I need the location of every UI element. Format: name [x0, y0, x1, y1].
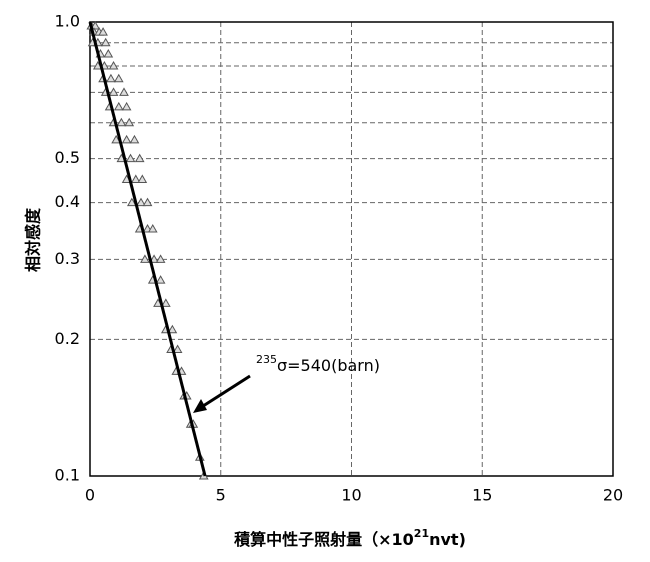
scatter-point	[147, 223, 158, 233]
scatter-point	[111, 134, 122, 144]
scatter-point	[100, 37, 111, 47]
y-tick-label: 0.3	[55, 249, 80, 268]
scatter-point	[106, 73, 116, 83]
scatter-point	[160, 298, 171, 307]
x-tick-label: 15	[472, 486, 492, 505]
scatter-point	[126, 197, 137, 207]
x-tick-label: 20	[603, 486, 623, 505]
x-tick-label: 10	[341, 486, 361, 505]
annotation: 235σ=540(barn)	[256, 353, 380, 375]
scatter-point	[116, 117, 127, 127]
annotation-sup: 235	[256, 353, 277, 366]
scatter-point	[121, 101, 132, 111]
scatter-point	[149, 254, 159, 263]
scatter-point	[125, 153, 136, 163]
scatter-point	[172, 344, 183, 353]
scatter-point	[142, 197, 153, 207]
scatter-point	[167, 324, 178, 334]
scatter-point	[121, 134, 132, 144]
plot: 0 5 10 15 20 0.1 0.2 0.3 0.4 0.5 1.0	[55, 12, 624, 505]
y-tick-label: 0.1	[55, 466, 80, 485]
scatter-point	[136, 197, 146, 207]
scatter-point	[113, 101, 124, 111]
scatter-point	[108, 87, 119, 96]
scatter-point	[119, 87, 129, 96]
arrow-head	[193, 399, 207, 413]
y-tick-label: 0.5	[55, 148, 80, 167]
scatter-point	[134, 153, 145, 163]
x-tick-label: 5	[216, 486, 226, 505]
y-tick-label: 1.0	[55, 12, 80, 31]
scatter-point	[155, 275, 166, 284]
scatter-point	[155, 254, 166, 263]
arrow	[199, 374, 251, 410]
x-axis-label: 積算中性子照射量（×1021nvt)	[233, 527, 466, 549]
plot-border	[89, 21, 614, 477]
x-tick-label: 0	[85, 486, 95, 505]
scatter-point	[108, 60, 119, 70]
scatter-point	[103, 49, 114, 58]
y-tick-label: 0.4	[55, 192, 80, 211]
scatter-point	[124, 117, 135, 127]
scatter-point	[113, 73, 124, 83]
scatter-point	[140, 254, 150, 263]
y-axis-label: 相対感度	[24, 207, 43, 272]
scatter-point	[90, 20, 101, 30]
scatter-point	[137, 174, 148, 183]
x-axis-label-sup: 21	[414, 527, 429, 540]
fit-line	[88, 21, 207, 477]
scatter-point	[130, 174, 141, 183]
scatter-point	[98, 27, 108, 36]
annotation-text: σ=540(barn)	[277, 356, 380, 375]
scatter-point	[129, 134, 140, 144]
x-axis-label-main: 積算中性子照射量（×10	[233, 530, 414, 549]
x-axis-label-tail: nvt)	[429, 530, 466, 549]
y-tick-label: 0.2	[55, 329, 80, 348]
